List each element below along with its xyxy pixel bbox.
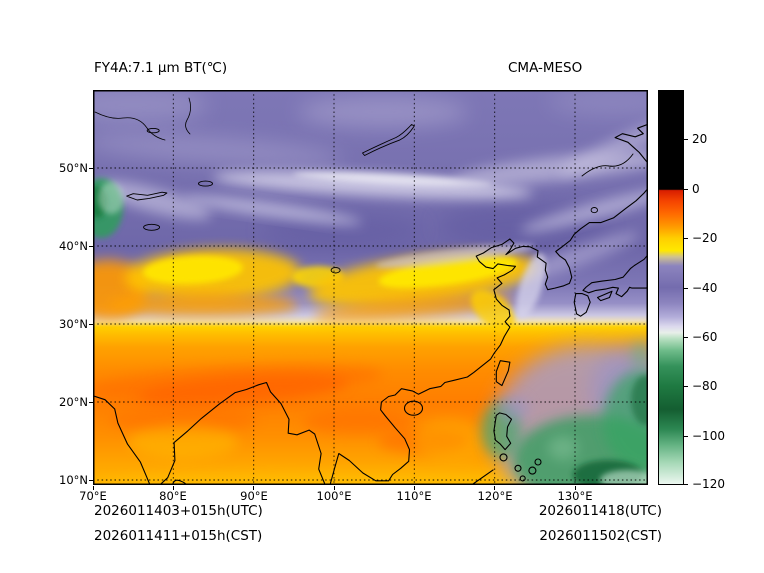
x-tick-label-70e: 70°E [79,489,107,503]
x-tick-label-120e: 120°E [477,489,513,503]
colorbar-tick [684,436,688,437]
y-tick-label-10n: 10°N [59,473,88,487]
colorbar-label-m120: −120 [692,477,725,491]
axis-tick [89,246,93,247]
init-time-utc: 2026011403+015h(UTC) [94,503,263,519]
coastlines [93,97,648,485]
colorbar-label-m60: −60 [692,330,718,344]
y-tick-label-50n: 50°N [59,161,88,175]
bt-map [93,90,648,485]
colorbar-tick [684,139,688,140]
x-tick-label-90e: 90°E [240,489,268,503]
axis-tick [494,486,495,490]
colorbar-tick [684,238,688,239]
colorbar-tick [684,386,688,387]
colorbar-label-m40: −40 [692,281,718,295]
axis-tick [89,168,93,169]
lat-lon-grid [93,90,648,485]
x-tick-label-130e: 130°E [557,489,593,503]
colorbar-label-m100: −100 [692,429,725,443]
axis-tick [414,486,415,490]
axis-tick [334,486,335,490]
y-tick-label-20n: 20°N [59,395,88,409]
axis-tick [173,486,174,490]
valid-time-utc: 2026011418(UTC) [538,503,662,519]
plot-title: FY4A:7.1 μm BT(℃) [94,60,228,76]
x-tick-label-80e: 80°E [159,489,187,503]
axis-tick [89,402,93,403]
x-tick-label-100e: 100°E [316,489,352,503]
colorbar-label-20: 20 [692,132,708,146]
bt-field-features [93,90,648,485]
axis-tick [575,486,576,490]
init-time-cst: 2026011411+015h(CST) [94,528,263,544]
y-tick-label-30n: 30°N [59,317,88,331]
colorbar-tick [684,337,688,338]
colorbar-label-0: 0 [692,182,700,196]
colorbar-label-m20: −20 [692,231,718,245]
colorbar-tick [684,288,688,289]
axis-tick [89,480,93,481]
axis-tick [253,486,254,490]
y-tick-label-40n: 40°N [59,239,88,253]
colorbar-tick [684,189,688,190]
model-label: CMA-MESO [508,60,583,76]
colorbar-tick [684,484,688,485]
map-border [93,90,648,485]
colorbar-label-m80: −80 [692,379,718,393]
axis-tick [93,486,94,490]
colorbar [658,90,684,485]
x-tick-label-110e: 110°E [396,489,432,503]
axis-tick [89,324,93,325]
valid-time-cst: 2026011502(CST) [539,528,662,544]
